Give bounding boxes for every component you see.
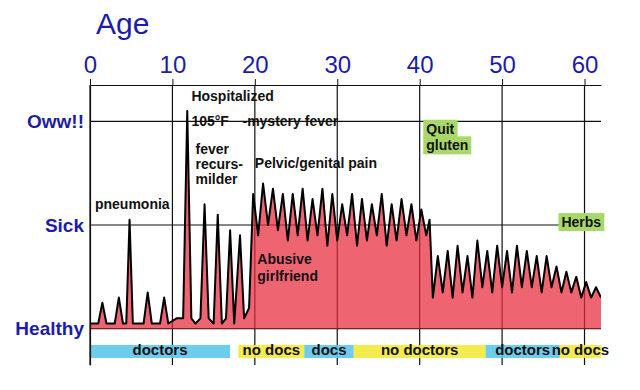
band-label: no docs <box>552 341 610 358</box>
x-tick-label: 50 <box>489 51 516 78</box>
x-tick-mark <box>420 79 421 85</box>
chart-svg: 0102030405060HealthySickOww!!Agedoctorsn… <box>0 0 640 390</box>
band-label: no doctors <box>381 341 459 358</box>
band-labels: doctorsno docsdocsno doctorsdoctorsno do… <box>133 341 610 358</box>
x-tick-label: 0 <box>84 51 97 78</box>
x-tick: 10 <box>160 51 187 85</box>
annotation-text: Hospitalized <box>191 88 273 104</box>
annotation-text: gluten <box>426 137 468 153</box>
annotation: Herbs <box>558 213 604 231</box>
annotation: Abusive <box>257 251 312 267</box>
x-tick: 20 <box>242 51 269 85</box>
x-axis-line <box>91 85 602 86</box>
annotation-text: Herbs <box>561 214 601 230</box>
annotation-text: Pelvic/genital pain <box>255 155 377 171</box>
y-grid-line <box>90 121 601 122</box>
x-tick-label: 20 <box>242 51 269 78</box>
health-area <box>90 111 601 329</box>
annotation: 105°F <box>191 113 229 129</box>
annotation-text: 105°F <box>191 113 229 129</box>
annotation-text: Abusive <box>257 251 312 267</box>
x-tick-mark <box>172 79 173 85</box>
x-tick: 40 <box>407 51 434 85</box>
background <box>0 0 640 390</box>
annotation-text: girlfriend <box>257 268 318 284</box>
x-grid-line <box>89 85 90 365</box>
annotation-text: -mystery fever <box>242 113 338 129</box>
x-tick: 60 <box>572 51 599 85</box>
x-axis: 0 10 20 30 40 50 60 <box>84 51 602 86</box>
annotation-text: milder <box>195 171 238 187</box>
x-tick-mark <box>585 79 586 85</box>
annotation-highlight <box>423 120 457 138</box>
x-tick-label: 30 <box>324 51 351 78</box>
x-axis-title: Age <box>96 7 149 40</box>
x-tick: 30 <box>324 51 351 85</box>
x-tick-mark <box>337 79 338 85</box>
annotation: Pelvic/genital pain <box>255 155 377 171</box>
annotation: -mystery fever <box>242 113 338 129</box>
y-tick-label: Sick <box>45 215 85 236</box>
annotation-highlight <box>423 136 471 154</box>
plot-marks <box>90 111 601 358</box>
x-tick-mark <box>502 79 503 85</box>
x-tick-label: 10 <box>160 51 187 78</box>
grid <box>90 85 601 365</box>
annotation-text: pneumonia <box>95 196 170 212</box>
x-tick-mark <box>90 79 91 85</box>
y-axis-line <box>90 86 91 366</box>
x-tick-mark <box>255 79 256 85</box>
x-tick: 0 <box>84 51 97 85</box>
band-label: no docs <box>243 341 301 358</box>
annotations: pneumonia Hospitalized 105°F -mystery fever… <box>95 88 604 284</box>
y-axis: Healthy Sick Oww!! <box>15 86 90 366</box>
x-tick: 50 <box>489 51 516 85</box>
y-tick-label: Healthy <box>15 318 84 339</box>
y-tick: Oww!! <box>27 111 90 132</box>
annotation: pneumonia <box>95 196 170 212</box>
chart-container: 0102030405060HealthySickOww!!Agedoctorsn… <box>0 0 640 390</box>
x-tick-label: 40 <box>407 51 434 78</box>
y-tick: Healthy <box>15 318 90 339</box>
annotation: milder <box>195 171 238 187</box>
annotation: gluten <box>423 136 471 154</box>
y-tick-label: Oww!! <box>27 111 84 132</box>
annotation-highlight <box>558 213 604 231</box>
y-tick: Sick <box>45 215 90 236</box>
band-label: doctors <box>495 341 550 358</box>
health-line <box>90 111 601 324</box>
annotation: Hospitalized <box>191 88 273 104</box>
annotation: girlfriend <box>257 268 318 284</box>
band-label: doctors <box>133 341 188 358</box>
annotation-text: Quit <box>426 121 454 137</box>
x-tick-label: 60 <box>572 51 599 78</box>
band-label: docs <box>312 341 347 358</box>
annotation: Quit <box>423 120 457 138</box>
